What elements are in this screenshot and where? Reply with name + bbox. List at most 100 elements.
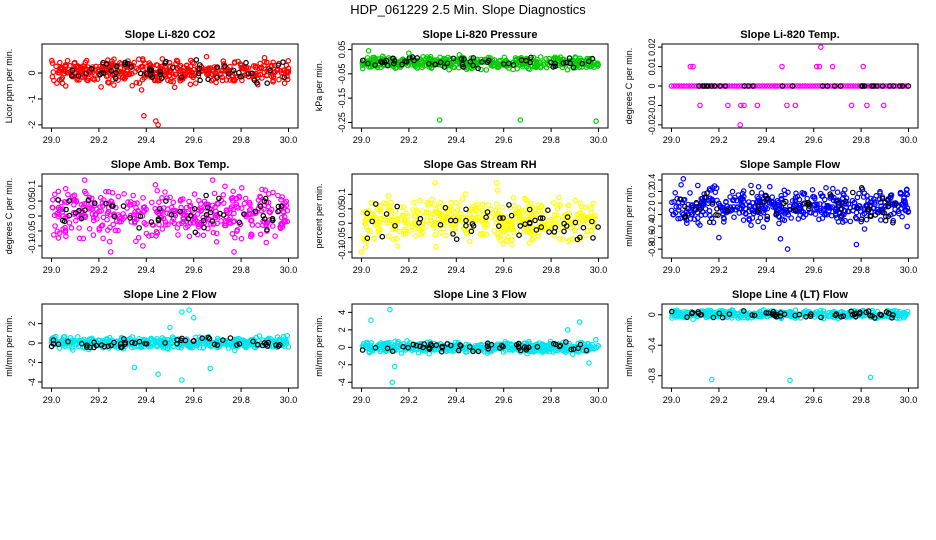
data-point [503, 226, 510, 232]
data-point [588, 205, 594, 211]
data-point [394, 243, 401, 249]
data-point-highlight [191, 337, 197, 344]
data-point [702, 206, 709, 212]
data-point [843, 201, 849, 207]
plot-frame [351, 173, 609, 259]
data-point [674, 312, 680, 319]
data-point [493, 207, 499, 213]
data-point-highlight [468, 228, 475, 235]
data-point [116, 213, 123, 220]
data-point-highlight [413, 342, 420, 349]
data-point-highlight [78, 215, 85, 222]
y-axis-label: ml/min per min. [624, 185, 634, 247]
data-point-highlight [236, 219, 243, 226]
y-tick-label: 0 [647, 312, 657, 317]
data-point [432, 231, 439, 238]
data-point [243, 343, 249, 350]
data-point-highlight [896, 83, 903, 89]
data-point [430, 222, 437, 228]
data-point-highlight [719, 314, 726, 321]
panel-3: Slope Li-820 Temp. 29.0 29.2 29.4 29.6 29.8 30… [624, 29, 919, 145]
data-point [175, 65, 181, 72]
data-point [109, 190, 116, 196]
data-point [141, 220, 148, 226]
data-point [140, 57, 146, 64]
data-point-highlight [91, 200, 98, 206]
data-point [880, 102, 887, 109]
data-point [905, 208, 912, 215]
y-tick-label: 0.1 [27, 180, 37, 193]
data-point [249, 232, 255, 238]
y-tick-label: -0.6 [647, 230, 657, 246]
data-point-highlight [497, 345, 503, 351]
data-point [539, 346, 545, 352]
data-point [510, 195, 517, 201]
data-point-highlight [548, 59, 554, 66]
y-tick-label: -0.02 [647, 115, 657, 136]
data-point [140, 243, 146, 249]
data-point [364, 227, 371, 233]
data-point [169, 334, 176, 340]
data-point [133, 79, 140, 86]
data-point-highlight [241, 211, 247, 217]
data-point [56, 59, 63, 66]
figure-title: HDP_061229 2.5 Min. Slope Diagnostics [350, 2, 586, 17]
point-cloud [359, 306, 602, 386]
data-point-highlight [886, 83, 893, 89]
data-point [417, 345, 423, 352]
data-point [238, 235, 245, 242]
data-point-highlight [405, 344, 411, 351]
data-point [417, 197, 424, 204]
data-point [86, 226, 93, 232]
data-point [786, 203, 793, 209]
data-point [248, 217, 254, 224]
data-point [270, 189, 276, 196]
data-point [425, 209, 432, 216]
data-point [742, 211, 749, 217]
data-point-highlight [546, 229, 552, 235]
data-point [255, 72, 262, 78]
data-point-highlight [394, 203, 401, 210]
data-point [404, 219, 411, 225]
data-point [268, 206, 275, 213]
data-point-highlight [267, 67, 273, 74]
data-point [263, 72, 270, 79]
data-point-highlight [254, 341, 261, 348]
data-point [191, 191, 198, 197]
data-point-highlight [537, 215, 544, 221]
data-point [233, 201, 240, 208]
data-point [401, 228, 408, 235]
data-point [127, 212, 134, 219]
data-point [104, 210, 111, 217]
data-point-highlight [508, 212, 515, 219]
data-point-highlight [178, 337, 184, 344]
x-tick-label: 29.6 [805, 395, 823, 405]
data-point [192, 216, 199, 223]
data-point-highlight [467, 58, 474, 65]
data-point [147, 337, 154, 343]
data-point [547, 340, 554, 347]
data-point [77, 66, 84, 72]
data-point [792, 198, 799, 205]
data-point [178, 344, 184, 351]
data-point [236, 195, 243, 201]
data-point [204, 201, 211, 208]
data-point [812, 83, 819, 89]
data-point-highlight [709, 201, 716, 207]
data-point [232, 336, 239, 343]
data-point [588, 63, 595, 70]
data-point [797, 315, 804, 321]
data-point [432, 180, 438, 186]
data-point [160, 215, 167, 222]
data-point [49, 197, 56, 203]
data-point [103, 188, 109, 195]
data-point-highlight [824, 83, 831, 89]
y-tick-label: -0.25 [337, 112, 347, 133]
data-point [424, 199, 431, 206]
data-point [200, 214, 207, 221]
data-point [263, 59, 270, 65]
y-tick-label: 0.02 [647, 38, 657, 56]
data-point [438, 229, 444, 236]
data-point-highlight [381, 59, 388, 65]
point-cloud [49, 177, 291, 255]
